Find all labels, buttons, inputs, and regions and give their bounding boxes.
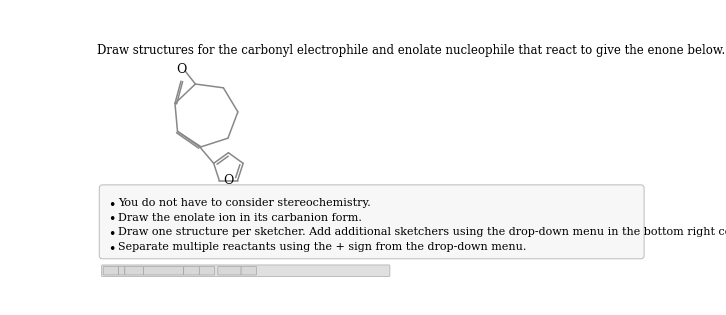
FancyBboxPatch shape <box>125 266 144 275</box>
Text: Separate multiple reactants using the + sign from the drop-down menu.: Separate multiple reactants using the + … <box>118 242 526 252</box>
Text: Draw one structure per sketcher. Add additional sketchers using the drop-down me: Draw one structure per sketcher. Add add… <box>118 227 726 237</box>
FancyBboxPatch shape <box>199 266 215 275</box>
Text: O: O <box>223 174 234 187</box>
Text: O: O <box>176 63 187 76</box>
Text: •: • <box>109 243 116 255</box>
FancyBboxPatch shape <box>144 266 184 275</box>
FancyBboxPatch shape <box>241 266 256 275</box>
Text: •: • <box>109 213 116 226</box>
FancyBboxPatch shape <box>99 185 644 259</box>
Text: You do not have to consider stereochemistry.: You do not have to consider stereochemis… <box>118 198 371 208</box>
FancyBboxPatch shape <box>102 265 390 277</box>
FancyBboxPatch shape <box>103 266 118 275</box>
FancyBboxPatch shape <box>118 266 125 275</box>
Text: •: • <box>109 228 116 241</box>
Text: Draw the enolate ion in its carbanion form.: Draw the enolate ion in its carbanion fo… <box>118 213 362 223</box>
Text: •: • <box>109 199 116 212</box>
FancyBboxPatch shape <box>218 266 241 275</box>
FancyBboxPatch shape <box>184 266 199 275</box>
Text: Draw structures for the carbonyl electrophile and enolate nucleophile that react: Draw structures for the carbonyl electro… <box>97 44 725 57</box>
